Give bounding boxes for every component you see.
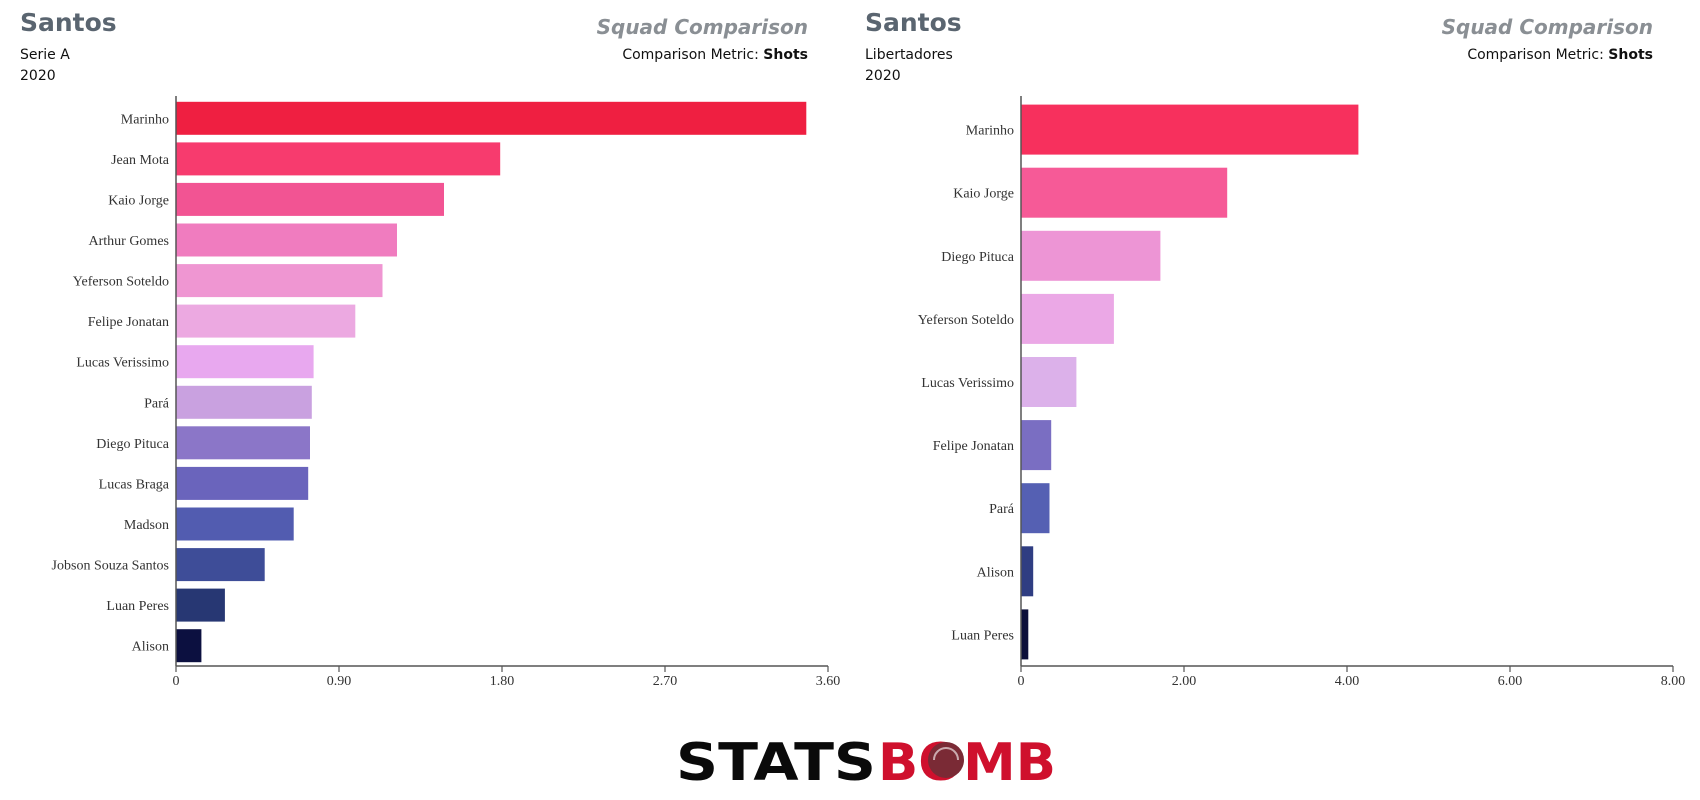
category-label: Luan Peres — [106, 599, 169, 614]
x-tick-label: 0.90 — [327, 674, 352, 689]
team-title: Santos — [20, 8, 117, 37]
category-label: Kaio Jorge — [108, 193, 169, 208]
competition-label: Serie A — [20, 47, 70, 63]
season-label: 2020 — [865, 68, 901, 84]
bar — [1021, 104, 1359, 155]
category-label: Alison — [977, 565, 1014, 580]
chart-panel-libertadores: Santos Libertadores 2020 Squad Compariso… — [845, 0, 1685, 700]
comparison-metric: Comparison Metric: Shots — [1467, 47, 1653, 63]
x-tick-label: 6.00 — [1498, 674, 1523, 689]
bar — [176, 588, 225, 622]
bar — [1021, 420, 1052, 471]
bar — [176, 304, 356, 338]
x-tick-label: 0 — [1018, 674, 1025, 689]
bar-chart: Marinho Kaio Jorge Diego Pituca Yeferson So… — [918, 96, 1685, 689]
category-label: Jobson Souza Santos — [52, 559, 169, 574]
category-label: Alison — [132, 640, 169, 655]
metric-value: Shots — [1608, 47, 1653, 63]
bar — [1021, 293, 1114, 344]
category-label: Pará — [144, 396, 170, 411]
category-label: Lucas Verissimo — [76, 356, 169, 371]
category-label: Marinho — [121, 112, 169, 127]
bar — [176, 507, 294, 541]
metric-label: Comparison Metric: — [1467, 47, 1604, 63]
bar — [1021, 483, 1050, 534]
category-label: Yeferson Soteldo — [73, 275, 169, 290]
x-tick-label: 2.70 — [653, 674, 678, 689]
team-title: Santos — [865, 8, 962, 37]
bar — [1021, 546, 1034, 597]
statsbomb-logo: STATS BOMB — [676, 733, 1056, 788]
category-label: Diego Pituca — [941, 250, 1014, 265]
bar — [1021, 167, 1228, 218]
category-label: Pará — [989, 502, 1015, 517]
bar — [176, 182, 444, 216]
bar — [1021, 609, 1029, 660]
category-label: Felipe Jonatan — [933, 439, 1014, 454]
metric-label: Comparison Metric: — [622, 47, 759, 63]
x-tick-label: 8.00 — [1661, 674, 1686, 689]
category-label: Jean Mota — [111, 153, 170, 168]
bar — [176, 466, 309, 500]
category-label: Arthur Gomes — [89, 234, 170, 249]
bar-chart: Marinho Jean Mota Kaio Jorge Arthur Gomes Ye… — [52, 96, 840, 689]
competition-label: Libertadores — [865, 47, 953, 63]
x-tick-label: 4.00 — [1335, 674, 1360, 689]
category-label: Diego Pituca — [96, 437, 169, 452]
category-label: Marinho — [966, 124, 1014, 139]
bar — [176, 101, 807, 135]
logo-text-bomb: BOMB — [878, 733, 1056, 788]
bar — [176, 548, 265, 582]
bar — [176, 385, 312, 419]
bar — [1021, 230, 1161, 281]
metric-value: Shots — [763, 47, 808, 63]
bar — [176, 629, 202, 663]
category-label: Lucas Verissimo — [921, 376, 1014, 391]
category-label: Madson — [124, 518, 169, 533]
x-tick-label: 2.00 — [1172, 674, 1197, 689]
chart-panel-serie-a: Santos Serie A 2020 Squad Comparison Com… — [0, 0, 840, 700]
season-label: 2020 — [20, 68, 56, 84]
bar — [176, 223, 397, 257]
squad-comparison-title: Squad Comparison — [1441, 15, 1653, 39]
bar — [1021, 357, 1077, 407]
bar — [176, 142, 501, 176]
bar — [176, 345, 314, 379]
bar — [176, 264, 383, 298]
category-label: Kaio Jorge — [953, 187, 1014, 202]
comparison-metric: Comparison Metric: Shots — [622, 47, 808, 63]
bar — [176, 426, 310, 460]
category-label: Luan Peres — [951, 628, 1014, 643]
category-label: Lucas Braga — [99, 477, 170, 492]
squad-comparison-title: Squad Comparison — [596, 15, 808, 39]
logo-text-stats: STATS — [676, 733, 876, 788]
x-tick-label: 3.60 — [816, 674, 841, 689]
x-tick-label: 0 — [173, 674, 180, 689]
category-label: Felipe Jonatan — [88, 315, 169, 330]
category-label: Yeferson Soteldo — [918, 313, 1014, 328]
x-tick-label: 1.80 — [490, 674, 515, 689]
